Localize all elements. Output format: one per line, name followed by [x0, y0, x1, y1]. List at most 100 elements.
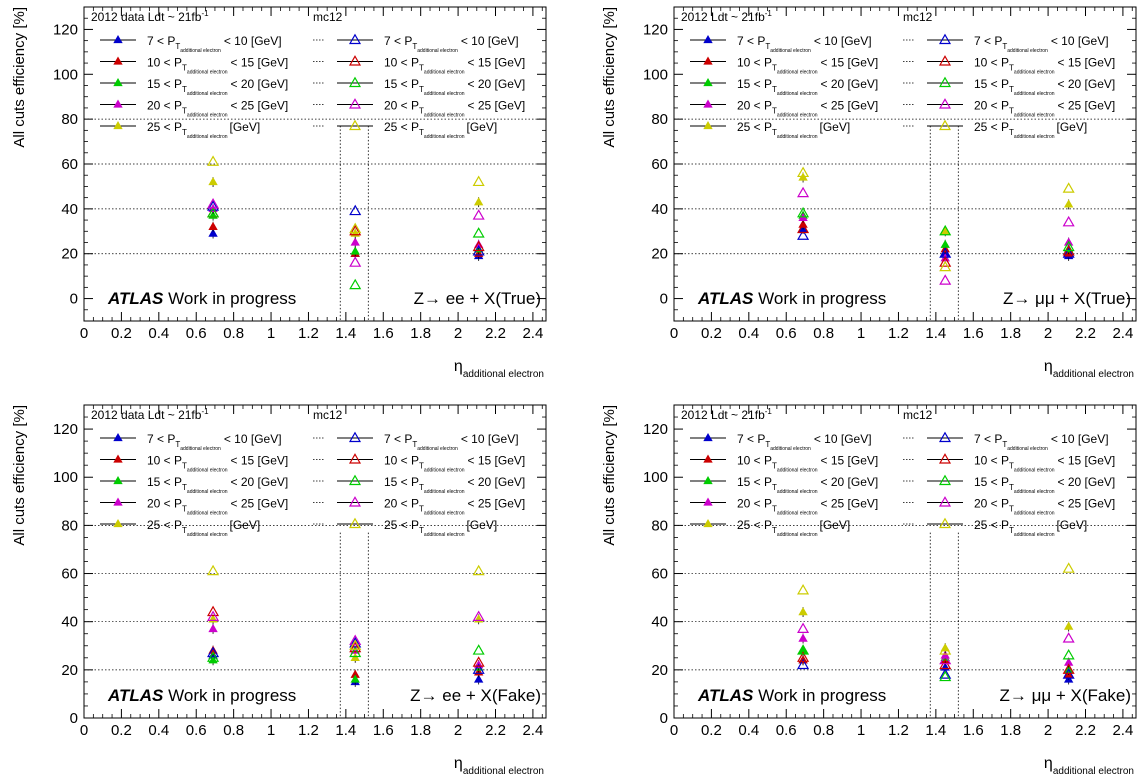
legend-marker-mc	[348, 453, 362, 464]
legend-entry-T: T	[1009, 85, 1014, 94]
legend-entry-T: T	[182, 107, 187, 116]
data-point-open	[939, 644, 952, 655]
legend-marker-mc	[938, 453, 952, 464]
x-tick-label: 0.6	[776, 325, 797, 342]
legend-entry-lo: 7 < P	[147, 432, 175, 446]
legend-entry-lo: 15 < P	[974, 475, 1009, 489]
legend-entry-sub: additional electron	[187, 91, 228, 97]
data-point-open	[472, 240, 485, 252]
legend-marker-data	[703, 121, 713, 130]
legend-marker-mc	[348, 33, 362, 45]
legend-entry-mc: 15 < PTadditional electron< 20 [GeV]	[974, 475, 1115, 495]
legend-marker-mc	[938, 431, 952, 443]
x-tick-label: 1.6	[963, 722, 984, 739]
legend-marker-data	[113, 454, 123, 463]
legend-entry-T: T	[182, 483, 187, 492]
data-point-open	[349, 634, 362, 646]
legend-entry-T: T	[772, 85, 777, 94]
y-tick-label: 0	[660, 710, 668, 727]
x-tick-label: 0.4	[738, 722, 759, 739]
x-tick-label: 0.6	[186, 325, 207, 342]
legend-entry-data: 10 < PTadditional electron< 15 [GeV]	[737, 56, 878, 76]
data-point-open	[207, 200, 220, 211]
legend-marker-data	[703, 519, 713, 528]
data-point-open	[1062, 247, 1075, 258]
legend-entry-hi: < 10 [GeV]	[461, 34, 519, 48]
legend-entry-data: 10 < PTadditional electron< 15 [GeV]	[147, 454, 288, 474]
x-tick-label: 0.2	[111, 722, 132, 739]
chart-panel-2: 0 0.2 0.4 0.6 0.8 1 1.2 1.4 1.6 1.8 2 2.2 2.4 0 20 40 60…	[601, 6, 1137, 380]
legend-entry-lo: 10 < P	[737, 56, 772, 70]
y-axis-label: All cuts efficiency [%]	[11, 405, 28, 546]
legend-data-header: 2012 data Ldt ~ 21fb-1	[91, 9, 209, 24]
atlas-label-bold: ATLAS	[697, 289, 754, 308]
data-point-open	[349, 222, 362, 234]
data-point-filled	[940, 239, 950, 248]
atlas-label: ATLAS Work in progress	[697, 289, 886, 308]
legend-entry-mc: 7 < PTadditional electron< 10 [GeV]	[974, 432, 1109, 452]
legend-entry-sub: additional electron	[1014, 91, 1055, 97]
data-point-filled	[798, 633, 808, 642]
legend-entry-T: T	[1009, 526, 1014, 535]
legend-entry-sub: additional electron	[777, 532, 818, 538]
legend-entry-hi: < 15 [GeV]	[231, 56, 289, 70]
y-axis-label: All cuts efficiency [%]	[601, 7, 618, 148]
x-tick-label: 0.4	[148, 325, 169, 342]
y-tick-label: 60	[651, 156, 668, 173]
x-axis-label-symbol: η	[454, 755, 463, 772]
data-point-open	[939, 274, 952, 285]
legend-entry-T: T	[175, 440, 180, 449]
legend-entry-mc: 20 < PTadditional electron< 25 [GeV]	[384, 497, 525, 517]
data-point-filled	[1063, 621, 1074, 630]
data-point-open	[1062, 182, 1075, 193]
x-tick-label: 1.4	[335, 722, 356, 739]
legend-marker-mc	[938, 55, 952, 66]
legend-marker-data	[113, 519, 123, 528]
legend-entry-sub: additional electron	[777, 91, 818, 97]
legend-marker-data	[113, 433, 123, 442]
y-tick-label: 120	[53, 21, 78, 38]
legend-entry-sub: additional electron	[417, 48, 458, 54]
data-point-open	[349, 204, 362, 216]
legend-marker-data	[703, 454, 713, 463]
y-tick-label: 120	[643, 21, 668, 38]
legend-marker-data	[703, 433, 713, 442]
legend-entry-T: T	[1009, 64, 1014, 73]
legend-entry-lo: 20 < P	[147, 497, 182, 511]
x-tick-label: 1	[857, 722, 865, 739]
legend-marker-mc	[348, 119, 362, 131]
x-tick-label: 2.2	[1075, 325, 1096, 342]
legend-entry-sub: additional electron	[770, 48, 811, 54]
legend-marker-data	[703, 476, 713, 485]
legend-entry-hi: < 20 [GeV]	[1058, 475, 1116, 489]
x-tick-label: 0	[80, 325, 88, 342]
x-tick-label: 0.8	[813, 325, 834, 342]
chart-panel-4: 0 0.2 0.4 0.6 0.8 1 1.2 1.4 1.6 1.8 2 2.2 2.4 0 20 40 60…	[601, 404, 1137, 777]
legend-marker-mc	[938, 98, 952, 109]
y-tick-label: 80	[61, 111, 78, 128]
legend-entry-sub: additional electron	[187, 134, 228, 140]
legend-entry-lo: 25 < P	[974, 120, 1009, 134]
data-point-open	[797, 622, 810, 633]
legend-entry-hi: < 20 [GeV]	[231, 475, 289, 489]
data-point-open	[207, 605, 220, 617]
legend-entry-lo: 7 < P	[737, 34, 765, 48]
legend-entry-sub: additional electron	[1014, 70, 1055, 76]
data-point-filled	[208, 176, 218, 186]
data-point-filled	[473, 197, 484, 206]
y-tick-label: 40	[651, 614, 668, 631]
x-tick-label: 2.2	[485, 325, 506, 342]
x-tick-label: 2	[1044, 722, 1052, 739]
data-point-open	[1062, 240, 1075, 252]
legend-entry-sub: additional electron	[424, 70, 465, 76]
legend-entry-T: T	[419, 128, 424, 137]
data-point-open	[207, 564, 220, 576]
legend-entry-mc: 20 < PTadditional electron< 25 [GeV]	[974, 497, 1115, 517]
legend-entry-sub: additional electron	[187, 468, 228, 474]
legend-entry-sub: additional electron	[180, 446, 221, 452]
legend-entry-T: T	[772, 526, 777, 535]
y-tick-label: 80	[61, 517, 78, 534]
x-tick-label: 0.2	[111, 325, 132, 342]
y-tick-label: 80	[651, 111, 668, 128]
